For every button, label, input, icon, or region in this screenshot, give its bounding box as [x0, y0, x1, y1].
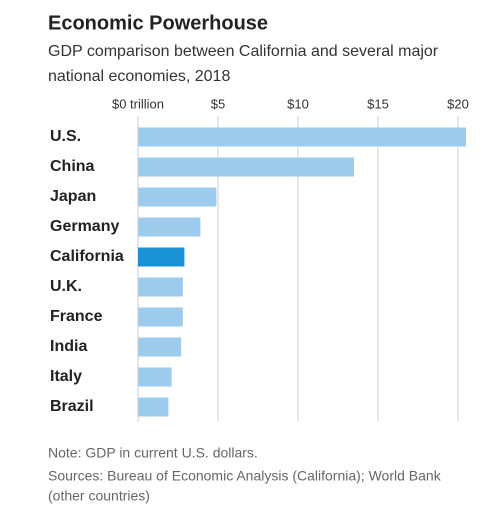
x-tick-label: $20 [447, 96, 469, 111]
bar [138, 397, 169, 417]
bar [138, 277, 183, 297]
category-label: U.K. [50, 278, 82, 295]
bar [138, 127, 466, 147]
category-label: Japan [50, 188, 96, 205]
bar [138, 337, 182, 357]
category-label: France [50, 308, 103, 325]
subtitle: national economies, 2018 [48, 68, 230, 85]
category-label: Brazil [50, 398, 94, 415]
bar [138, 307, 183, 327]
note: Note: GDP in current U.S. dollars. [48, 445, 258, 461]
bar [138, 187, 217, 207]
category-label: Germany [50, 218, 119, 235]
subtitle: GDP comparison between California and se… [48, 43, 439, 60]
category-label: India [50, 338, 87, 355]
x-tick-label: $10 [287, 96, 309, 111]
bar [138, 367, 172, 387]
chart-title: Economic Powerhouse [48, 12, 268, 34]
note: Sources: Bureau of Economic Analysis (Ca… [48, 468, 442, 484]
x-tick-label: $5 [211, 96, 225, 111]
x-tick-label: $0 trillion [112, 96, 164, 111]
category-label: U.S. [50, 128, 81, 145]
bar [138, 217, 201, 237]
category-label: California [50, 248, 124, 265]
note: (other countries) [48, 488, 150, 504]
category-label: Italy [50, 368, 82, 385]
bar [138, 247, 185, 267]
bar [138, 157, 354, 177]
x-tick-label: $15 [367, 96, 389, 111]
category-label: China [50, 158, 95, 175]
